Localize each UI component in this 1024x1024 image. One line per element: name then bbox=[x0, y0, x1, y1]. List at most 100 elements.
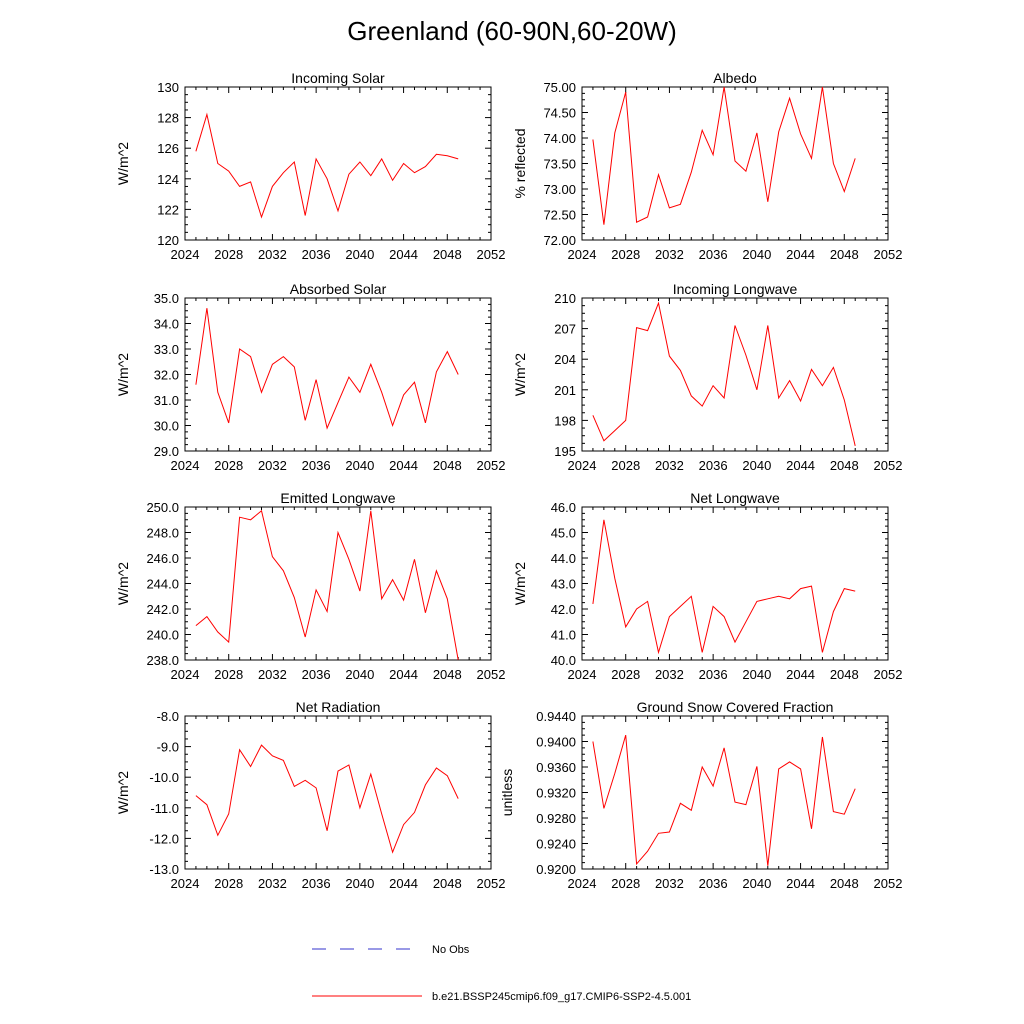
y-tick-label: 207 bbox=[554, 322, 576, 337]
y-axis-label: % reflected bbox=[512, 128, 528, 198]
y-tick-label: 30.0 bbox=[154, 419, 179, 434]
y-tick-label: 201 bbox=[554, 383, 576, 398]
x-tick-label: 2040 bbox=[345, 876, 374, 891]
x-tick-label: 2024 bbox=[568, 458, 597, 473]
x-tick-label: 2032 bbox=[258, 458, 287, 473]
series-line-1 bbox=[592, 301, 856, 447]
x-tick-label: 2024 bbox=[171, 247, 200, 262]
y-tick-label: 122 bbox=[157, 202, 179, 217]
x-tick-label: 2032 bbox=[258, 667, 287, 682]
y-tick-label: 46.0 bbox=[551, 500, 576, 515]
x-tick-label: 2040 bbox=[345, 458, 374, 473]
plot-frame bbox=[184, 506, 492, 661]
plot-frame bbox=[184, 86, 492, 241]
x-tick-label: 2040 bbox=[742, 458, 771, 473]
chart-title: Net Radiation bbox=[296, 699, 381, 715]
x-tick-label: 2028 bbox=[214, 247, 243, 262]
x-tick-label: 2044 bbox=[786, 667, 815, 682]
y-axis-label: W/m^2 bbox=[512, 562, 528, 605]
y-tick-label: -13.0 bbox=[149, 862, 179, 877]
x-tick-label: 2040 bbox=[742, 247, 771, 262]
x-tick-label: 2048 bbox=[433, 667, 462, 682]
y-tick-label: 72.50 bbox=[543, 208, 576, 223]
legend: No Obs b.e21.BSSP245cmip6.f09_g17.CMIP6-… bbox=[312, 944, 691, 1003]
y-tick-label: 204 bbox=[554, 352, 576, 367]
y-tick-label: 44.0 bbox=[551, 551, 576, 566]
y-tick-label: 242.0 bbox=[146, 602, 179, 617]
x-tick-label: 2036 bbox=[699, 458, 728, 473]
series-line-1 bbox=[592, 86, 856, 225]
plot-frame bbox=[581, 297, 889, 452]
y-tick-label: 130 bbox=[157, 80, 179, 95]
x-tick-label: 2052 bbox=[874, 876, 903, 891]
x-tick-label: 2032 bbox=[258, 247, 287, 262]
x-tick-label: 2028 bbox=[214, 667, 243, 682]
x-tick-label: 2028 bbox=[214, 876, 243, 891]
y-tick-label: 210 bbox=[554, 291, 576, 306]
x-tick-label: 2040 bbox=[345, 247, 374, 262]
y-tick-label: 240.0 bbox=[146, 628, 179, 643]
x-tick-label: 2032 bbox=[655, 458, 684, 473]
chart-title: Net Longwave bbox=[690, 490, 780, 506]
x-tick-label: 2052 bbox=[477, 667, 506, 682]
y-tick-label: 43.0 bbox=[551, 577, 576, 592]
chart-panel-3: Absorbed Solar 2024 2028 2032 2036 2040 2044 20… bbox=[115, 281, 505, 473]
x-tick-label: 2052 bbox=[874, 458, 903, 473]
y-axis-label: W/m^2 bbox=[512, 353, 528, 396]
y-tick-label: 73.00 bbox=[543, 182, 576, 197]
x-tick-label: 2036 bbox=[302, 876, 331, 891]
y-tick-label: 238.0 bbox=[146, 653, 179, 668]
x-tick-label: 2024 bbox=[568, 876, 597, 891]
chart-title: Incoming Solar bbox=[291, 70, 385, 86]
plot-frame bbox=[184, 297, 492, 452]
series-line-1 bbox=[195, 308, 459, 430]
chart-panel-2: Albedo 2024 2028 2032 2036 2040 2044 2048 2052 72… bbox=[512, 70, 902, 262]
y-tick-label: 29.0 bbox=[154, 444, 179, 459]
x-tick-label: 2044 bbox=[786, 458, 815, 473]
panels: Incoming Solar 2024 2028 2032 2036 2040 2044 20… bbox=[115, 70, 902, 891]
chart-panel-4: Incoming Longwave 2024 2028 2032 2036 2040 204… bbox=[512, 281, 902, 473]
x-tick-label: 2028 bbox=[611, 458, 640, 473]
y-tick-label: 124 bbox=[157, 172, 179, 187]
x-tick-label: 2048 bbox=[830, 247, 859, 262]
x-tick-label: 2044 bbox=[389, 247, 418, 262]
y-tick-label: 72.00 bbox=[543, 233, 576, 248]
x-tick-label: 2052 bbox=[477, 458, 506, 473]
y-tick-label: 0.9280 bbox=[536, 811, 576, 826]
x-tick-label: 2024 bbox=[568, 667, 597, 682]
x-tick-label: 2040 bbox=[742, 876, 771, 891]
y-tick-label: 0.9360 bbox=[536, 760, 576, 775]
x-tick-label: 2032 bbox=[655, 667, 684, 682]
x-tick-label: 2036 bbox=[699, 876, 728, 891]
x-tick-label: 2024 bbox=[171, 667, 200, 682]
y-tick-label: 250.0 bbox=[146, 500, 179, 515]
y-tick-label: 73.50 bbox=[543, 157, 576, 172]
y-axis-label: W/m^2 bbox=[115, 353, 131, 396]
y-tick-label: 45.0 bbox=[551, 526, 576, 541]
plot-frame bbox=[581, 86, 889, 241]
y-tick-label: 41.0 bbox=[551, 628, 576, 643]
x-tick-label: 2032 bbox=[655, 876, 684, 891]
legend-no-obs-label: No Obs bbox=[432, 944, 470, 956]
chart-title: Albedo bbox=[713, 70, 757, 86]
series-line-1 bbox=[195, 744, 459, 854]
x-tick-label: 2048 bbox=[433, 458, 462, 473]
x-tick-label: 2044 bbox=[786, 876, 815, 891]
y-tick-label: 40.0 bbox=[551, 653, 576, 668]
y-axis-label: W/m^2 bbox=[115, 771, 131, 814]
x-tick-label: 2048 bbox=[830, 876, 859, 891]
series-line-1 bbox=[195, 509, 459, 661]
x-tick-label: 2040 bbox=[742, 667, 771, 682]
x-tick-label: 2036 bbox=[302, 667, 331, 682]
chart-title: Emitted Longwave bbox=[280, 490, 395, 506]
x-tick-label: 2044 bbox=[389, 458, 418, 473]
y-tick-label: 34.0 bbox=[154, 317, 179, 332]
x-tick-label: 2028 bbox=[214, 458, 243, 473]
x-tick-label: 2036 bbox=[699, 667, 728, 682]
x-tick-label: 2036 bbox=[302, 247, 331, 262]
y-tick-label: 75.00 bbox=[543, 80, 576, 95]
y-tick-label: -11.0 bbox=[150, 801, 179, 816]
y-tick-label: 0.9400 bbox=[536, 735, 576, 750]
x-tick-label: 2032 bbox=[258, 876, 287, 891]
